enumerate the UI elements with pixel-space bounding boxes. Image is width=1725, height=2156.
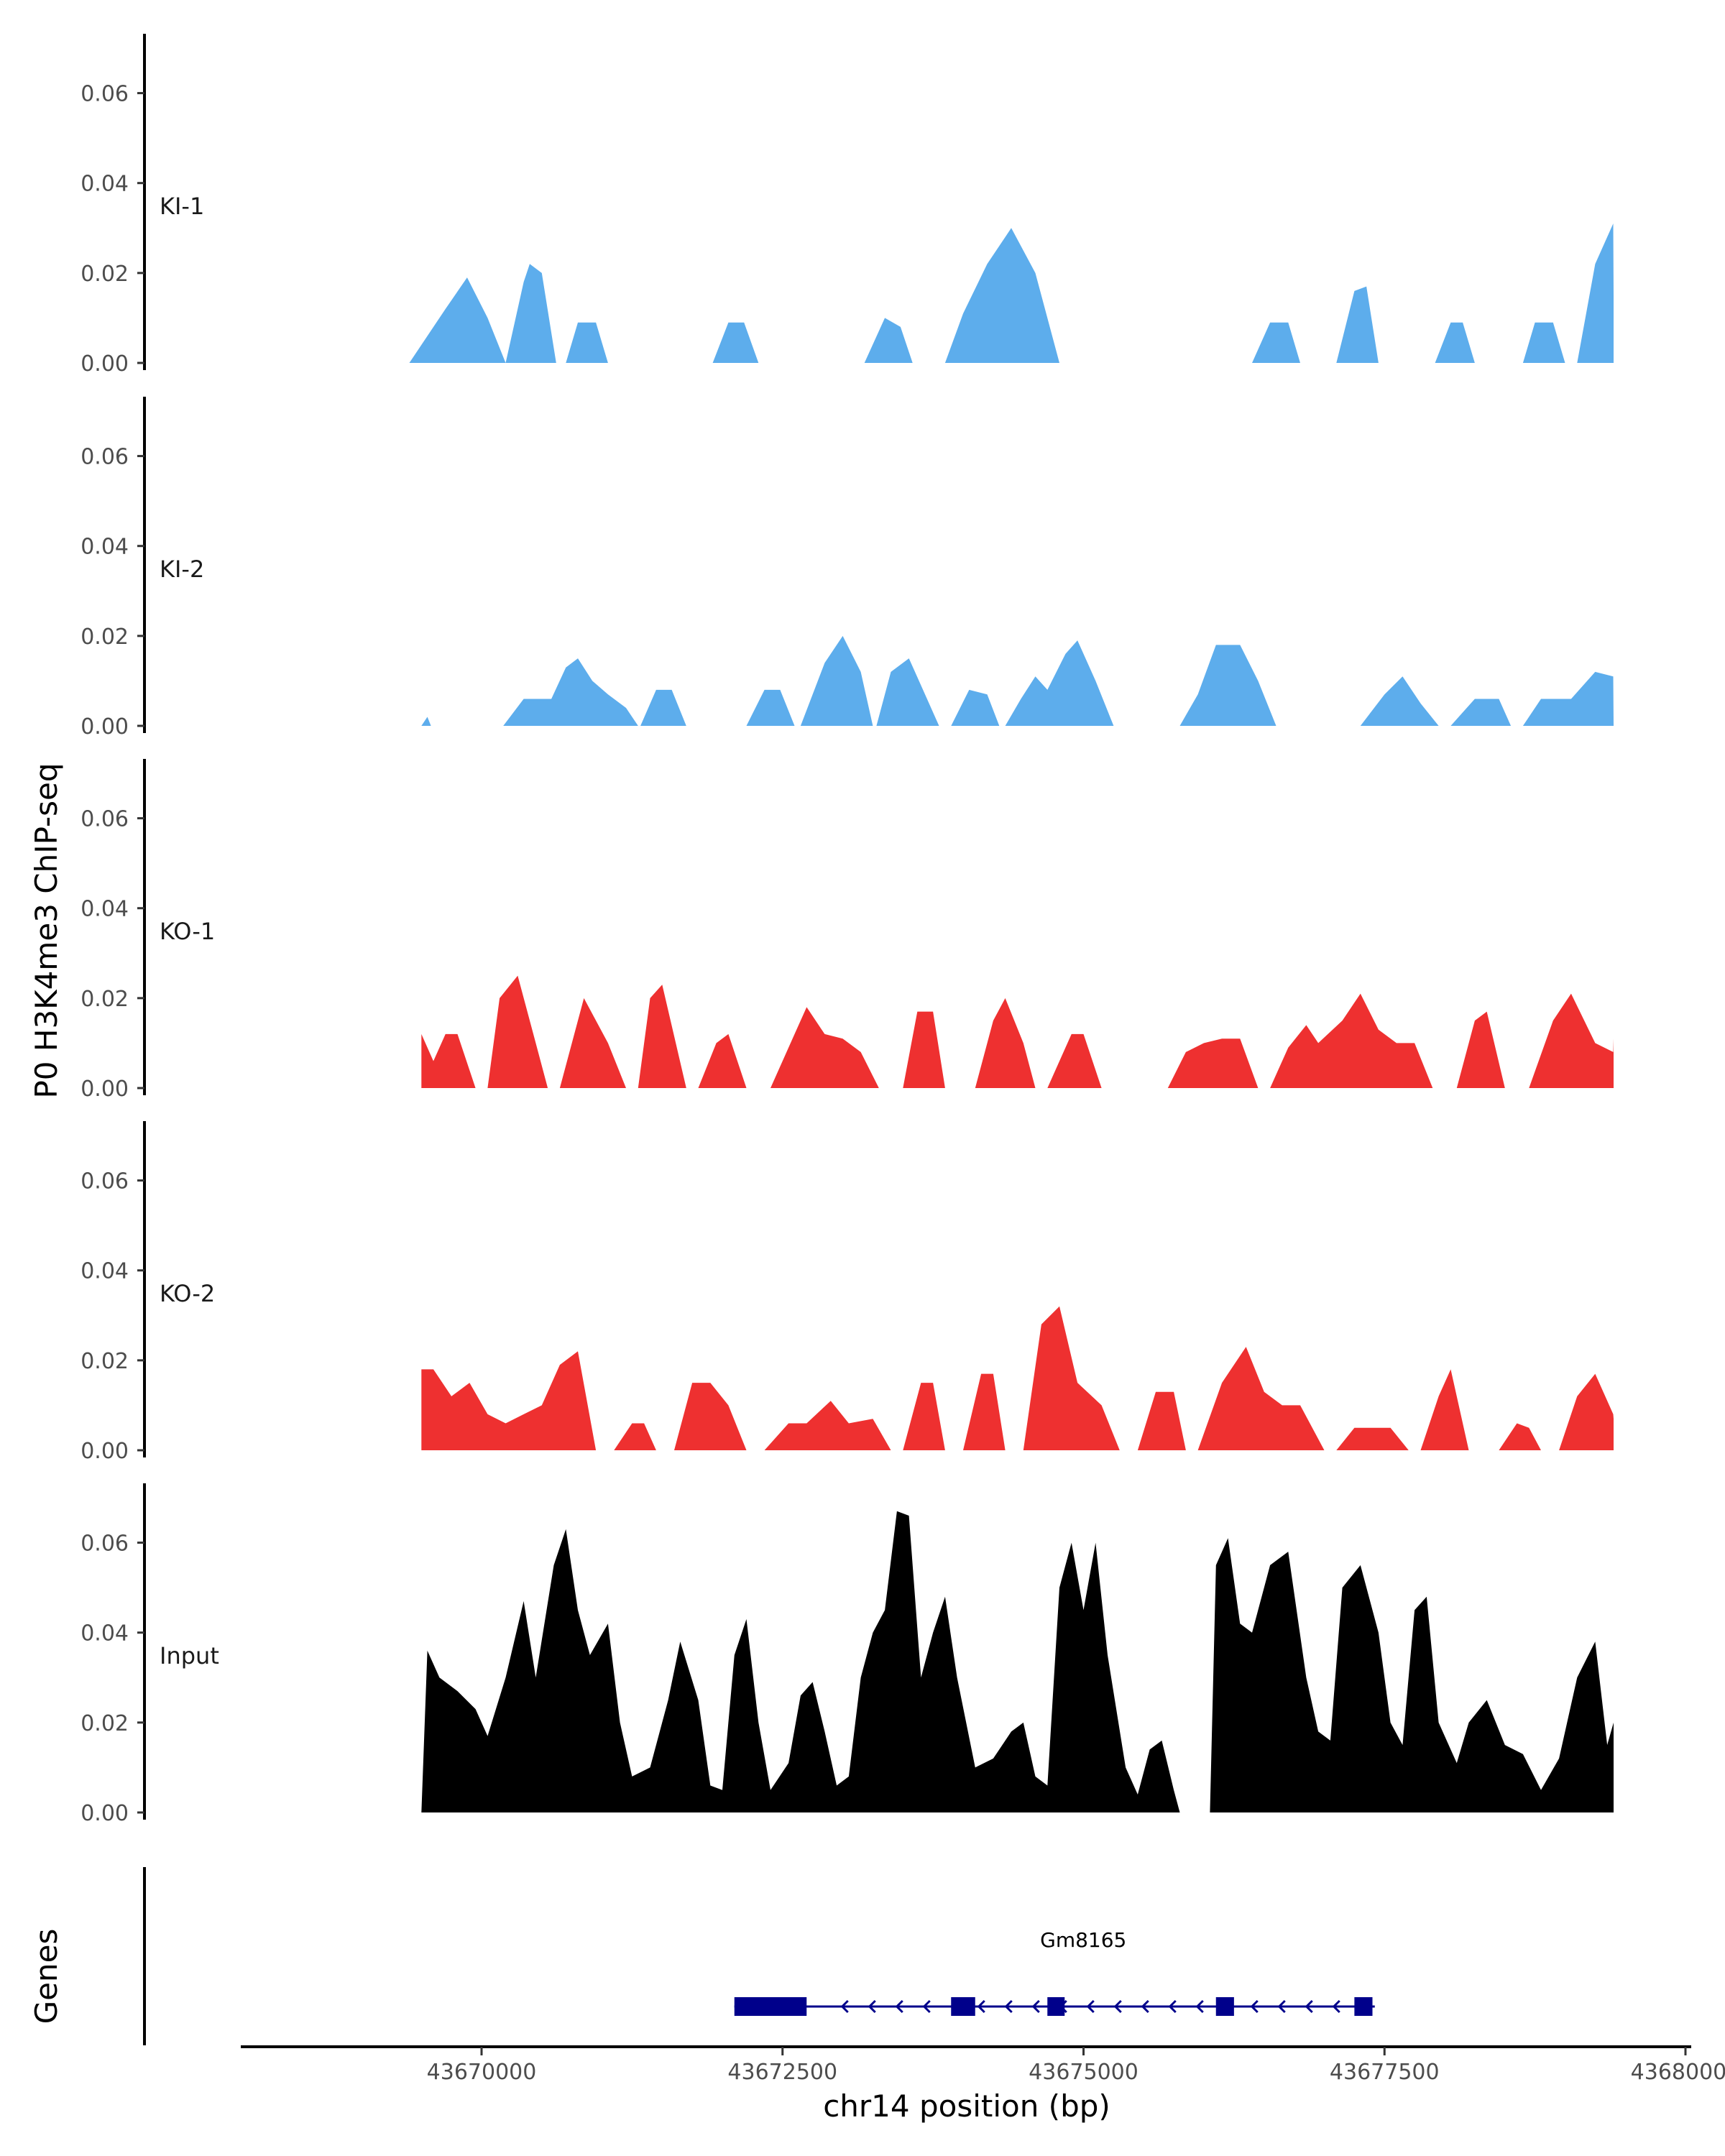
genes-axis-title: Genes xyxy=(29,1929,64,2024)
y-tick-label: 0.06 xyxy=(80,1531,129,1557)
gene-exon xyxy=(734,1997,807,2016)
y-tick-label: 0.04 xyxy=(80,535,129,560)
panel-ko-2: 0.00 0.02 0.04 0.06 KO-2 xyxy=(80,1121,1614,1464)
strand-arrow xyxy=(868,1999,876,2014)
y-tick-label: 0.00 xyxy=(80,1801,129,1826)
y-tick-label: 0.00 xyxy=(80,714,129,740)
x-tick-label: 43680000 xyxy=(1631,2060,1725,2085)
gene-exon xyxy=(1047,1997,1065,2016)
y-tick-label: 0.06 xyxy=(80,82,129,107)
x-tick-label: 43675000 xyxy=(1029,2060,1138,2085)
track-label: KI-2 xyxy=(160,556,204,583)
panel-ki-1: 0.00 0.02 0.04 0.06 KI-1 xyxy=(80,34,1614,377)
gene-name-label: Gm8165 xyxy=(1040,1928,1126,1952)
panel-ki-2: 0.00 0.02 0.04 0.06 KI-2 xyxy=(80,397,1614,740)
y-tick-label: 0.00 xyxy=(80,351,129,377)
signal-panels: 0.00 0.02 0.04 0.06 KI-1 0.00 0.02 0.04 0.06 KI-2… xyxy=(80,34,1614,1826)
track-label: KI-1 xyxy=(160,193,204,220)
y-tick-label: 0.04 xyxy=(80,1621,129,1646)
strand-arrow xyxy=(1332,1999,1340,2014)
panel-input: 0.00 0.02 0.04 0.06 Input xyxy=(80,1483,1614,1826)
x-axis-title: chr14 position (bp) xyxy=(823,2088,1110,2124)
track-label: KO-2 xyxy=(160,1280,215,1307)
strand-arrow xyxy=(1250,1999,1259,2014)
x-tick-label: 43677500 xyxy=(1330,2060,1440,2085)
strand-arrow xyxy=(1195,1999,1204,2014)
x-axis: 43670000 43672500 43675000 43677500 43680000 xyxy=(241,2045,1725,2085)
y-tick-label: 0.06 xyxy=(80,807,129,832)
gene-panel: Gm8165 xyxy=(143,1867,1375,2045)
y-tick-label: 0.02 xyxy=(80,1349,129,1374)
gene-exon xyxy=(1215,1997,1234,2016)
y-tick-label: 0.02 xyxy=(80,987,129,1012)
strand-arrow xyxy=(977,1999,985,2014)
track-label: KO-1 xyxy=(160,918,215,945)
panel-ko-1: 0.00 0.02 0.04 0.06 KO-1 xyxy=(80,759,1614,1102)
signal-area-input xyxy=(421,1511,1614,1812)
y-tick-label: 0.06 xyxy=(80,1169,129,1194)
strand-arrow xyxy=(1141,1999,1149,2014)
strand-arrow xyxy=(1086,1999,1095,2014)
y-tick-label: 0.02 xyxy=(80,1711,129,1736)
strand-arrow xyxy=(922,1999,931,2014)
x-tick-label: 43672500 xyxy=(727,2060,837,2085)
y-tick-label: 0.02 xyxy=(80,262,129,287)
signal-area-ko-1 xyxy=(421,975,1614,1088)
signal-area-ki-2 xyxy=(421,635,1614,726)
y-tick-label: 0.02 xyxy=(80,625,129,650)
track-label: Input xyxy=(160,1642,219,1669)
strand-arrow xyxy=(1113,1999,1122,2014)
strand-arrow xyxy=(1031,1999,1040,2014)
gene-exon xyxy=(951,1997,975,2016)
strand-arrow xyxy=(895,1999,903,2014)
strand-arrow xyxy=(840,1999,849,2014)
y-axis-title: P0 H3K4me3 ChIP-seq xyxy=(29,763,64,1098)
y-tick-label: 0.06 xyxy=(80,445,129,470)
signal-area-ko-2 xyxy=(421,1306,1614,1450)
strand-arrow xyxy=(1004,1999,1013,2014)
signal-area-ki-1 xyxy=(409,224,1614,363)
y-tick-label: 0.04 xyxy=(80,172,129,197)
strand-arrow xyxy=(1168,1999,1177,2014)
strand-arrow xyxy=(1305,1999,1313,2014)
gene-exon xyxy=(1354,1997,1373,2016)
y-tick-label: 0.04 xyxy=(80,1259,129,1284)
y-tick-label: 0.00 xyxy=(80,1077,129,1102)
y-tick-label: 0.04 xyxy=(80,897,129,922)
y-tick-label: 0.00 xyxy=(80,1439,129,1464)
x-tick-label: 43670000 xyxy=(427,2060,537,2085)
strand-arrow xyxy=(1277,1999,1286,2014)
